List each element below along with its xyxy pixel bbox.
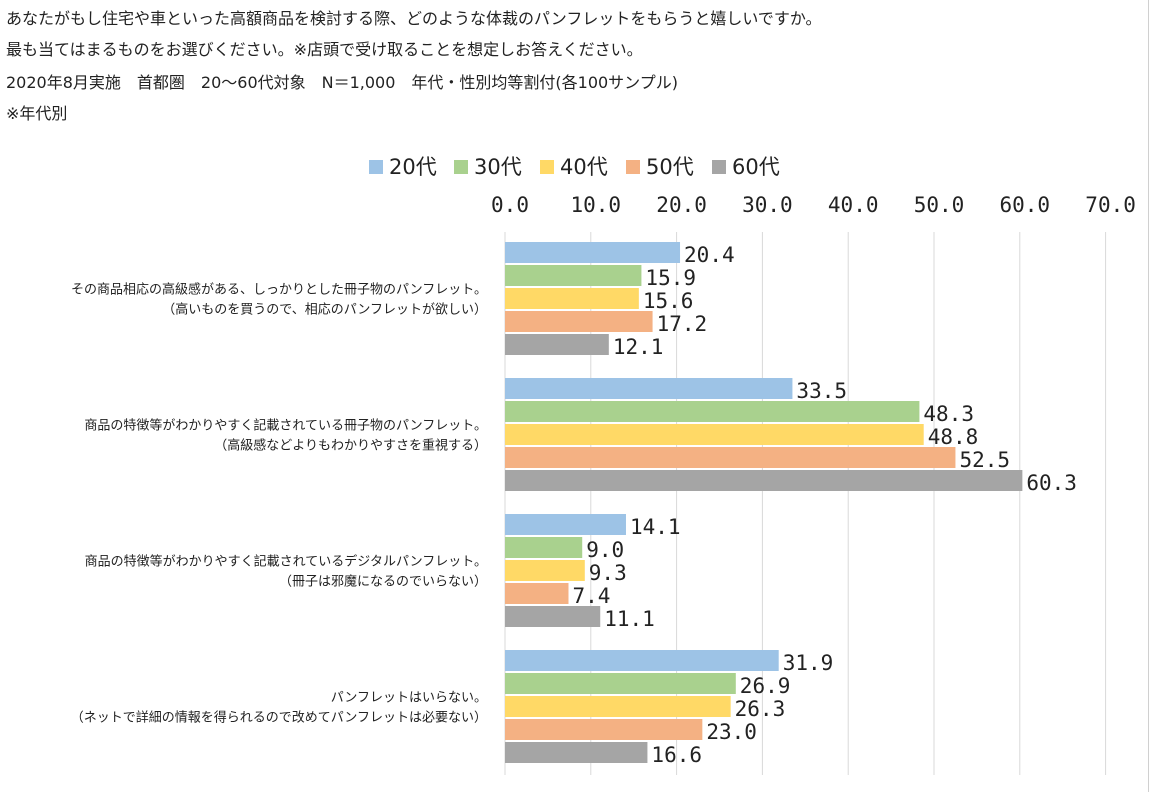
data-label: 33.5 <box>796 379 847 403</box>
legend-swatch <box>626 160 640 174</box>
bar <box>505 311 653 332</box>
bar <box>505 696 731 717</box>
data-label: 52.5 <box>959 448 1010 472</box>
bar <box>505 334 609 355</box>
category-label: （ネットで詳細の情報を得られるので改めてパンフレットは必要ない） <box>71 710 487 726</box>
legend-label: 40代 <box>560 155 608 179</box>
bar <box>505 447 956 468</box>
data-label: 26.9 <box>740 674 791 698</box>
bar <box>505 650 779 671</box>
legend-swatch <box>712 160 726 174</box>
x-tick-label: 70.0 <box>1085 193 1136 217</box>
bar <box>505 719 703 740</box>
bar <box>505 742 648 763</box>
category-label: 商品の特徴等がわかりやすく記載されている冊子物のパンフレット。 <box>84 418 487 434</box>
bar <box>505 265 642 286</box>
legend-label: 50代 <box>646 155 694 179</box>
bar <box>505 560 585 581</box>
legend-item-60s: 60代 <box>712 152 780 182</box>
legend-label: 60代 <box>732 155 780 179</box>
x-tick-label: 0.0 <box>491 193 529 217</box>
data-label: 7.4 <box>572 584 610 608</box>
bar <box>505 378 793 399</box>
data-label: 31.9 <box>783 651 834 675</box>
bar <box>505 583 569 604</box>
data-label: 26.3 <box>735 697 786 721</box>
data-label: 16.6 <box>651 743 702 767</box>
bar <box>505 537 583 558</box>
data-label: 60.3 <box>1026 471 1077 495</box>
category-label: （高いものを買うので、相応のパンフレットが欲しい） <box>162 302 487 318</box>
bar <box>505 470 1023 491</box>
x-tick-label: 40.0 <box>828 193 879 217</box>
data-label: 9.3 <box>589 561 627 585</box>
x-tick-label: 30.0 <box>742 193 793 217</box>
x-tick-label: 20.0 <box>656 193 707 217</box>
data-label: 48.8 <box>928 425 979 449</box>
category-label: 商品の特徴等がわかりやすく記載されているデジタルパンフレット。 <box>85 554 487 570</box>
category-label: （冊子は邪魔になるのでいらない） <box>279 575 487 590</box>
category-label: その商品相応の高級感がある、しっかりとした冊子物のパンフレット。 <box>71 282 487 298</box>
data-label: 15.6 <box>643 289 694 313</box>
question-header: あなたがもし住宅や車といった高額商品を検討する際、どのような体裁のパンフレットを… <box>0 0 1149 145</box>
bar <box>505 288 639 309</box>
legend-label: 20代 <box>389 155 437 179</box>
question-line-1: あなたがもし住宅や車といった高額商品を検討する際、どのような体裁のパンフレットを… <box>6 9 822 28</box>
legend-swatch <box>540 160 554 174</box>
legend-item-30s: 30代 <box>454 152 522 182</box>
x-tick-label: 10.0 <box>571 193 622 217</box>
data-label: 20.4 <box>684 243 735 267</box>
bar <box>505 401 920 422</box>
bar <box>505 606 601 627</box>
legend-item-20s: 20代 <box>369 152 437 182</box>
data-label: 17.2 <box>657 312 708 336</box>
category-label: パンフレットはいらない。 <box>331 691 487 706</box>
x-tick-label: 60.0 <box>1000 193 1051 217</box>
data-label: 15.9 <box>645 266 696 290</box>
legend-swatch <box>454 160 468 174</box>
question-line-2: 最も当てはまるものをお選びください。※店頭で受け取ることを想定しお答えください。 <box>6 40 643 59</box>
legend-item-50s: 50代 <box>626 152 694 182</box>
data-label: 48.3 <box>923 402 974 426</box>
bar <box>505 424 924 445</box>
survey-info-line: 2020年8月実施 首都圏 20～60代対象 N＝1,000 年代・性別均等割付… <box>6 73 678 92</box>
data-label: 11.1 <box>604 607 655 631</box>
data-label: 14.1 <box>630 515 681 539</box>
x-tick-label: 50.0 <box>914 193 965 217</box>
category-label: （高級感などよりもわかりやすさを重視する） <box>214 438 487 454</box>
data-label: 9.0 <box>586 538 624 562</box>
data-label: 23.0 <box>706 720 757 744</box>
bar <box>505 673 736 694</box>
legend-label: 30代 <box>474 155 522 179</box>
data-label: 12.1 <box>613 335 664 359</box>
legend-swatch <box>369 160 383 174</box>
legend-item-40s: 40代 <box>540 152 608 182</box>
breakdown-note: ※年代別 <box>6 104 68 123</box>
bar <box>505 242 681 263</box>
chart-legend: 20代 30代 40代 50代 60代 <box>0 152 1149 184</box>
bar <box>505 514 626 535</box>
